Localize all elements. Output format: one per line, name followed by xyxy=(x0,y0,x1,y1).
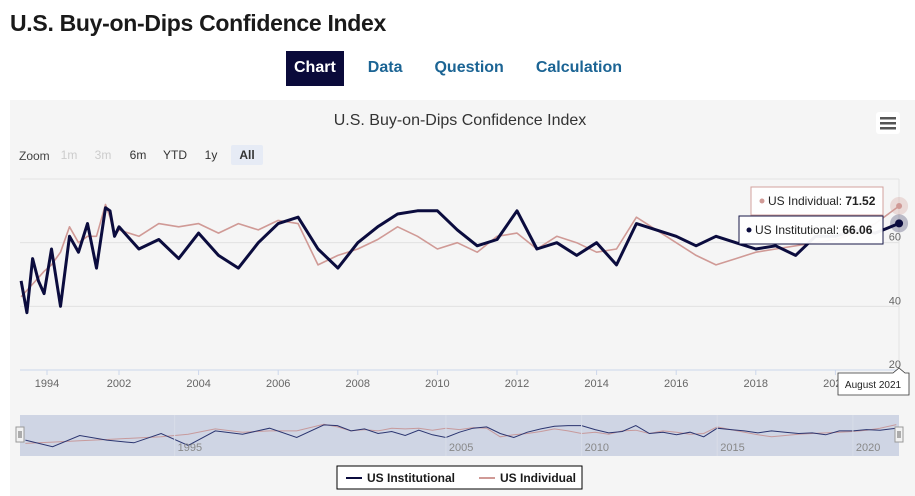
navigator-handle-right[interactable] xyxy=(894,426,904,443)
x-tick-label: 2008 xyxy=(346,378,370,390)
navigator-handle-left[interactable] xyxy=(15,426,25,443)
tooltip-institutional-text: US Institutional: 66.06 xyxy=(755,223,873,237)
tab-calculation[interactable]: Calculation xyxy=(535,59,623,76)
series-line-institutional[interactable] xyxy=(19,206,900,315)
range-button-6m[interactable]: 6m xyxy=(130,148,147,162)
tab-data[interactable]: Data xyxy=(367,59,403,76)
x-tick-label: 2010 xyxy=(425,378,449,390)
series-line-individual[interactable] xyxy=(20,203,900,298)
tab-chart[interactable]: Chart xyxy=(286,51,344,86)
hamburger-menu-icon[interactable] xyxy=(876,112,900,134)
x-tick-label: 2014 xyxy=(584,378,608,390)
range-button-label: 6m xyxy=(130,148,147,162)
legend-individual-label: US Individual xyxy=(500,471,576,485)
x-tick-label: 2018 xyxy=(744,378,768,390)
range-button-3m: 3m xyxy=(95,148,112,162)
page-title: U.S. Buy-on-Dips Confidence Index xyxy=(10,10,387,36)
range-button-label: 1y xyxy=(205,148,218,162)
navigator-label: 2010 xyxy=(585,442,609,454)
tooltip-individual: US Individual: 71.52 xyxy=(750,186,884,216)
x-tick-label: 2006 xyxy=(266,378,290,390)
legend: US Institutional US Individual xyxy=(336,465,583,490)
tooltip-date-text: August 2021 xyxy=(845,380,902,391)
x-tick-label: 2004 xyxy=(186,378,210,390)
tab-bar: Chart Data Question Calculation xyxy=(286,51,646,86)
range-button-1m: 1m xyxy=(61,148,78,162)
tab-question[interactable]: Question xyxy=(434,59,504,76)
range-button-ytd[interactable]: YTD xyxy=(163,148,187,162)
range-button-label: YTD xyxy=(163,148,187,162)
x-tick-label: 2016 xyxy=(664,378,688,390)
hover-marker-individual xyxy=(896,202,903,209)
navigator-series-institutional xyxy=(25,424,897,448)
tooltip-date: August 2021 xyxy=(837,367,910,396)
navigator-label: 2005 xyxy=(449,442,473,454)
stock-chart: U.S. Buy-on-Dips Confidence Index Zoom 1… xyxy=(15,112,910,490)
navigator-series-individual xyxy=(25,423,897,444)
range-button-all[interactable]: All xyxy=(231,145,263,165)
zoom-label: Zoom xyxy=(19,149,50,163)
y-tick-label: 40 xyxy=(889,295,901,307)
hover-marker-institutional xyxy=(895,219,904,228)
tooltip-individual-text: US Individual: 71.52 xyxy=(768,194,876,208)
range-button-label: 1m xyxy=(61,148,78,162)
navigator-label: 2015 xyxy=(720,442,744,454)
y-tick-label: 60 xyxy=(889,232,901,244)
y-tick-label: 20 xyxy=(889,359,901,371)
legend-item-individual[interactable]: US Individual xyxy=(479,471,576,485)
x-tick-label: 2002 xyxy=(107,378,131,390)
chart-container: U.S. Buy-on-Dips Confidence Index Zoom 1… xyxy=(10,100,915,496)
legend-institutional-label: US Institutional xyxy=(367,471,455,485)
range-button-1y[interactable]: 1y xyxy=(205,148,218,162)
navigator-label: 1995 xyxy=(178,442,202,454)
chart-title: U.S. Buy-on-Dips Confidence Index xyxy=(334,112,587,129)
tooltip-institutional: US Institutional: 66.06 xyxy=(738,215,884,245)
range-button-label: All xyxy=(239,148,254,162)
x-tick-label: 1994 xyxy=(35,378,59,390)
navigator-label: 2020 xyxy=(856,442,880,454)
legend-item-institutional[interactable]: US Institutional xyxy=(346,471,455,485)
x-tick-label: 2012 xyxy=(505,378,529,390)
range-button-label: 3m xyxy=(95,148,112,162)
